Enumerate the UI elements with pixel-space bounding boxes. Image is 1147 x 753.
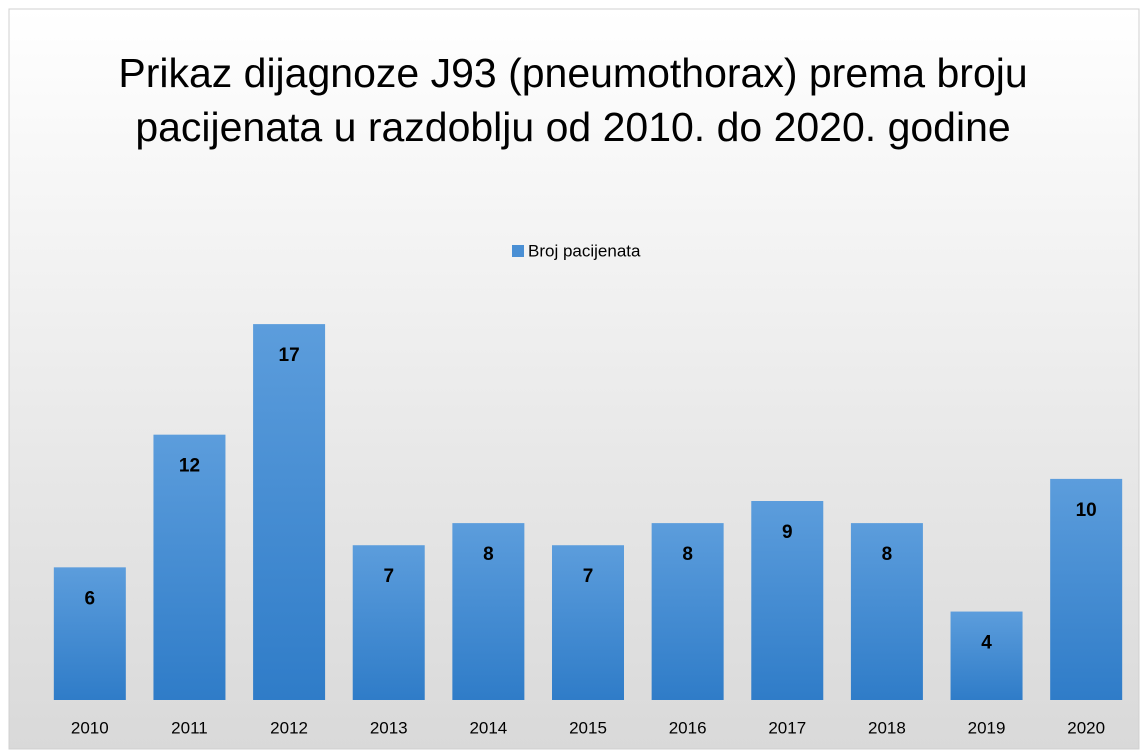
data-label: 8: [483, 544, 494, 565]
bar: [850, 523, 923, 700]
bar: [651, 523, 724, 700]
bar: [352, 545, 425, 700]
bar: [452, 523, 525, 700]
x-tick-label: 2014: [469, 718, 507, 737]
data-label: 8: [682, 544, 693, 565]
x-tick-label: 2018: [868, 718, 906, 737]
bar: [253, 324, 326, 700]
data-label: 7: [383, 566, 394, 587]
bar: [751, 501, 824, 700]
x-tick-label: 2019: [968, 718, 1006, 737]
x-tick-label: 2020: [1067, 718, 1105, 737]
x-tick-label: 2015: [569, 718, 607, 737]
bar: [552, 545, 624, 700]
bar: [1050, 478, 1123, 700]
data-label: 6: [85, 588, 96, 609]
bar: [950, 611, 1023, 700]
data-label: 4: [981, 633, 992, 654]
chart-title: Prikaz dijagnoze J93 (pneumothorax) prem…: [118, 50, 1028, 150]
x-tick-label: 2010: [71, 718, 109, 737]
data-label: 17: [279, 345, 300, 366]
x-tick-label: 2012: [270, 718, 308, 737]
bar: [153, 434, 226, 700]
x-tick-label: 2017: [768, 718, 806, 737]
legend-label: Broj pacijenata: [528, 241, 641, 260]
x-tick-label: 2016: [669, 718, 707, 737]
data-label: 12: [179, 456, 200, 477]
data-label: 7: [583, 566, 594, 587]
data-label: 8: [882, 544, 893, 565]
legend-swatch: [512, 245, 524, 257]
data-label: 10: [1076, 500, 1097, 521]
x-tick-label: 2013: [370, 718, 408, 737]
data-label: 9: [782, 522, 793, 543]
x-tick-label: 2011: [171, 718, 208, 737]
bar: [53, 567, 126, 700]
